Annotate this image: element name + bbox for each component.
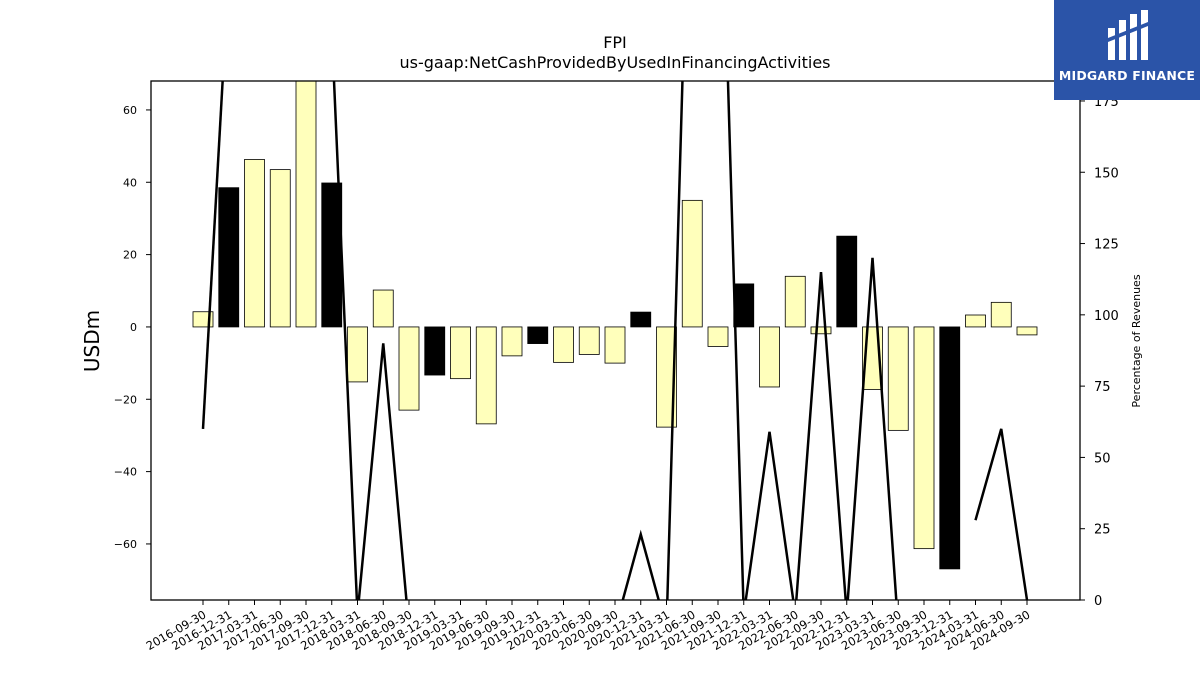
bar-2019-06-30 [475,326,497,425]
y2-tick-label: 125 [1094,238,1119,253]
bar-2022-12-31 [836,235,858,328]
bar-2018-06-30 [372,289,394,328]
y2-tick-label: 50 [1094,451,1111,466]
bar-2018-12-31 [424,326,446,376]
bar-2024-03-31 [965,314,986,328]
bar-2017-06-30 [269,169,291,328]
y2-tick-label: 75 [1094,380,1111,395]
y-tick-label: 20 [123,249,137,262]
bar-2017-03-31 [244,159,265,328]
bar-2024-06-30 [990,301,1012,328]
bar-2019-09-30 [501,326,523,357]
bar-2019-03-31 [450,326,471,380]
revenue-pct-line [621,81,898,600]
y-tick-label: −20 [114,393,137,406]
y-axis-label: USDm [80,310,104,372]
bar-2021-09-30 [707,326,729,347]
y-tick-label: −40 [114,466,137,479]
bar-2023-12-31 [939,326,961,570]
line-group [201,81,1029,600]
bar-2021-12-31 [733,283,755,328]
y2-axis-label: Percentage of Revenues [1130,274,1143,407]
bar-2022-09-30 [810,326,832,335]
revenue-pct-line [201,81,224,429]
bar-2020-06-30 [578,326,600,355]
bar-2018-03-31 [347,326,368,383]
y2-tick-label: 25 [1094,523,1111,538]
bar-2021-06-30 [681,199,703,328]
bar-2019-12-31 [527,326,549,344]
bar-2024-09-30 [1016,326,1038,336]
bar-2023-06-30 [887,326,909,431]
logo-text: MIDGARD FINANCE [1058,68,1196,83]
y-tick-label: −60 [114,538,137,551]
y-tick-label: 0 [130,321,137,334]
bar-2021-03-31 [656,326,677,428]
y2-tick-label: 100 [1094,309,1119,324]
chart-subtitle: us-gaap:NetCashProvidedByUsedInFinancing… [399,53,830,72]
revenue-pct-line [332,81,408,600]
bar-2017-09-30 [295,81,317,328]
bar-2023-09-30 [913,326,935,550]
midgard-logo-icon [1108,10,1148,60]
bar-2022-03-31 [759,326,780,388]
bar-2020-12-31 [630,311,652,328]
bar-2020-09-30 [604,326,626,364]
bar-2016-12-31 [218,187,240,328]
y2-tick-label: 150 [1094,166,1119,181]
y2-tick-label: 0 [1094,594,1102,609]
revenue-pct-line [974,428,1029,600]
y-tick-label: 40 [123,176,137,189]
bars-group [192,81,1038,570]
bar-2018-09-30 [398,326,420,411]
bar-2020-03-31 [553,326,574,363]
y-tick-label: 60 [123,104,137,117]
bar-2022-06-30 [784,275,806,328]
midgard-finance-logo: MIDGARD FINANCE [1054,0,1200,100]
chart-title: FPI [603,33,627,52]
